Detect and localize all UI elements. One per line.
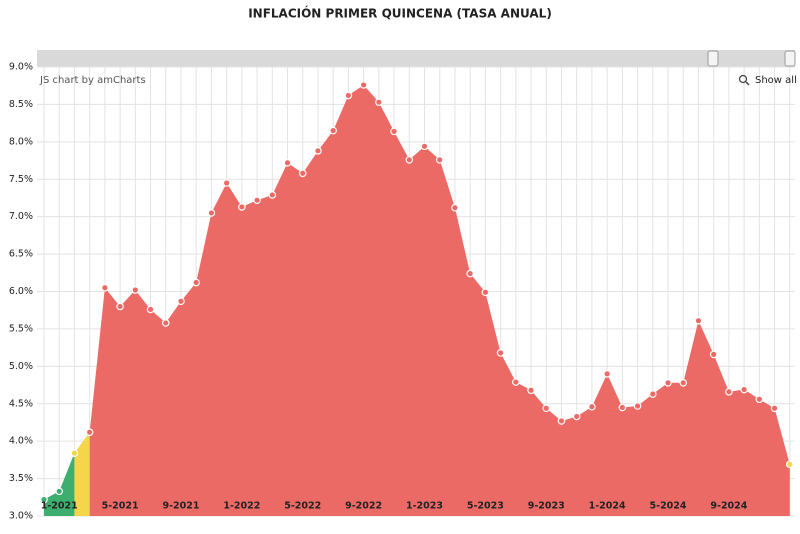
y-tick-label: 8.5%	[9, 99, 33, 110]
data-point	[405, 155, 414, 164]
data-point	[603, 370, 611, 378]
data-point	[40, 495, 48, 504]
data-point	[131, 286, 140, 294]
data-point	[298, 169, 307, 178]
data-point	[785, 460, 794, 469]
y-tick-label: 6.5%	[9, 249, 33, 260]
data-point	[679, 378, 688, 387]
x-tick-label: 9-2021	[162, 501, 199, 512]
data-point	[512, 378, 520, 386]
y-tick-label: 3.0%	[9, 511, 33, 522]
x-tick-label: 5-2022	[284, 501, 321, 512]
data-point	[390, 127, 398, 136]
y-tick-label: 9.0%	[9, 62, 33, 73]
data-point	[709, 350, 718, 359]
data-point	[618, 403, 627, 412]
area-segment	[44, 453, 75, 516]
data-point	[359, 81, 368, 89]
data-point	[238, 203, 246, 211]
data-point	[466, 269, 474, 278]
plot-area	[37, 66, 795, 517]
data-point	[420, 142, 429, 151]
data-point	[177, 297, 185, 306]
area-segment	[89, 84, 790, 517]
x-tick-label: 9-2024	[710, 501, 747, 512]
data-point	[664, 378, 672, 387]
scrollbar-grip[interactable]	[707, 50, 719, 67]
y-tick-label: 3.5%	[9, 473, 33, 484]
y-tick-label: 5.0%	[9, 361, 33, 372]
data-point	[314, 147, 322, 155]
x-tick-label: 1-2023	[406, 501, 443, 512]
data-point	[268, 191, 277, 199]
data-point	[116, 302, 124, 311]
y-tick-label: 4.5%	[9, 398, 33, 409]
data-point	[207, 209, 216, 217]
x-tick-label: 5-2021	[102, 501, 139, 512]
data-point	[85, 428, 94, 436]
data-point	[435, 155, 444, 164]
data-point	[481, 288, 490, 297]
data-point	[755, 395, 764, 404]
area-segment	[74, 432, 90, 516]
scrollbar-grip[interactable]	[784, 50, 796, 67]
data-point	[283, 158, 292, 167]
data-point	[451, 203, 459, 212]
data-point	[633, 402, 642, 410]
data-point	[648, 390, 657, 398]
y-tick-label: 7.5%	[9, 174, 33, 185]
data-point	[572, 412, 581, 421]
scrollbar[interactable]	[37, 50, 795, 67]
data-point	[740, 385, 748, 394]
x-tick-label: 1-2022	[223, 501, 260, 512]
x-tick-label: 1-2024	[589, 501, 626, 512]
data-point	[694, 316, 703, 325]
y-tick-label: 6.0%	[9, 286, 33, 297]
data-point	[146, 305, 155, 314]
x-tick-label: 9-2022	[345, 501, 382, 512]
show-all-button[interactable]: Show all	[738, 74, 797, 86]
data-point	[70, 449, 79, 457]
zoom-icon	[745, 81, 750, 86]
data-point	[55, 487, 64, 496]
data-point	[161, 319, 170, 327]
data-point	[725, 387, 733, 396]
data-point	[542, 404, 551, 413]
data-point	[557, 417, 566, 425]
zoom-icon	[738, 74, 748, 84]
data-point	[375, 98, 383, 106]
data-point	[527, 386, 535, 395]
data-point	[770, 404, 779, 413]
x-tick-label: 9-2023	[528, 501, 565, 512]
data-point	[344, 91, 353, 100]
y-tick-label: 5.5%	[9, 323, 33, 334]
x-tick-label: 5-2023	[467, 501, 504, 512]
button-label[interactable]: Show all	[755, 75, 797, 86]
data-point	[588, 402, 596, 411]
data-point	[101, 283, 109, 292]
data-point	[222, 179, 231, 187]
y-tick-label: 8.0%	[9, 136, 33, 147]
x-tick-label: 1-2021	[41, 501, 78, 512]
y-tick-label: 4.0%	[9, 436, 33, 447]
data-point	[253, 196, 261, 205]
credit[interactable]: JS chart by amCharts	[39, 75, 146, 86]
data-point	[329, 126, 337, 135]
y-tick-label: 7.0%	[9, 211, 33, 222]
data-point	[496, 349, 505, 357]
x-tick-label: 5-2024	[650, 501, 687, 512]
data-point	[192, 278, 201, 287]
chart-title: INFLACIÓN PRIMER QUINCENA (TASA ANUAL)	[248, 6, 552, 21]
